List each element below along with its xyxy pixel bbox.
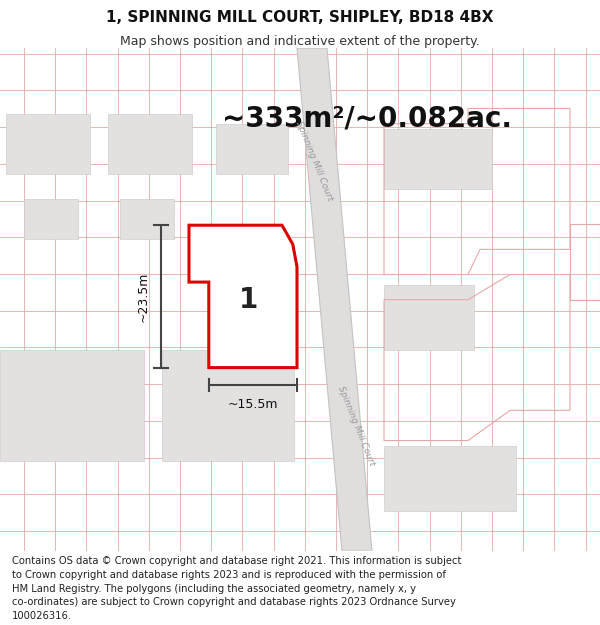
- Text: co-ordinates) are subject to Crown copyright and database rights 2023 Ordnance S: co-ordinates) are subject to Crown copyr…: [12, 598, 456, 608]
- Text: ~15.5m: ~15.5m: [227, 398, 278, 411]
- Bar: [108, 114, 192, 174]
- Bar: [384, 129, 492, 189]
- Text: ~333m²/~0.082ac.: ~333m²/~0.082ac.: [222, 104, 512, 132]
- Text: to Crown copyright and database rights 2023 and is reproduced with the permissio: to Crown copyright and database rights 2…: [12, 570, 446, 580]
- Bar: [6, 114, 90, 174]
- Text: Contains OS data © Crown copyright and database right 2021. This information is : Contains OS data © Crown copyright and d…: [12, 556, 461, 566]
- Text: Map shows position and indicative extent of the property.: Map shows position and indicative extent…: [120, 34, 480, 48]
- Bar: [384, 284, 474, 350]
- Text: 1: 1: [239, 286, 259, 314]
- Text: HM Land Registry. The polygons (including the associated geometry, namely x, y: HM Land Registry. The polygons (includin…: [12, 584, 416, 594]
- Text: Spinning Mill Court: Spinning Mill Court: [335, 384, 376, 467]
- Bar: [120, 199, 174, 239]
- Bar: [216, 124, 288, 174]
- Bar: [384, 446, 516, 511]
- Text: ~23.5m: ~23.5m: [137, 271, 150, 322]
- Text: 1, SPINNING MILL COURT, SHIPLEY, BD18 4BX: 1, SPINNING MILL COURT, SHIPLEY, BD18 4B…: [106, 9, 494, 24]
- Text: 100026316.: 100026316.: [12, 611, 72, 621]
- Bar: [24, 199, 78, 239]
- Polygon shape: [189, 225, 297, 368]
- Bar: [219, 269, 279, 340]
- Text: Spinning Mill Court: Spinning Mill Court: [294, 120, 335, 202]
- Polygon shape: [297, 48, 372, 551]
- Bar: [162, 350, 294, 461]
- Bar: [0, 350, 144, 461]
